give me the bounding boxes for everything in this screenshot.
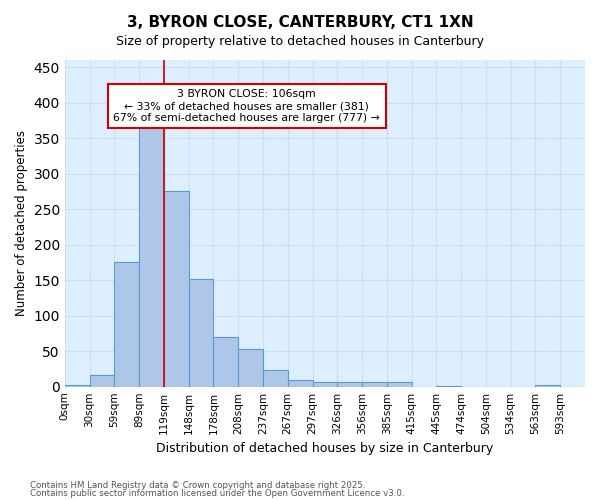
Bar bbox=[214, 337, 238, 386]
Bar bbox=[188, 278, 214, 386]
Bar bbox=[115, 262, 139, 386]
Bar bbox=[263, 370, 288, 386]
Bar bbox=[313, 382, 337, 386]
Bar bbox=[139, 124, 164, 386]
Text: Contains public sector information licensed under the Open Government Licence v3: Contains public sector information licen… bbox=[30, 489, 404, 498]
Bar bbox=[362, 382, 387, 386]
Bar bbox=[238, 349, 263, 387]
Text: Size of property relative to detached houses in Canterbury: Size of property relative to detached ho… bbox=[116, 35, 484, 48]
Bar bbox=[89, 374, 115, 386]
Bar bbox=[387, 382, 412, 386]
Bar bbox=[164, 192, 188, 386]
Text: Contains HM Land Registry data © Crown copyright and database right 2025.: Contains HM Land Registry data © Crown c… bbox=[30, 480, 365, 490]
Text: 3, BYRON CLOSE, CANTERBURY, CT1 1XN: 3, BYRON CLOSE, CANTERBURY, CT1 1XN bbox=[127, 15, 473, 30]
Y-axis label: Number of detached properties: Number of detached properties bbox=[15, 130, 28, 316]
Bar bbox=[288, 380, 313, 386]
Bar bbox=[337, 382, 362, 386]
X-axis label: Distribution of detached houses by size in Canterbury: Distribution of detached houses by size … bbox=[156, 442, 494, 455]
Text: 3 BYRON CLOSE: 106sqm
← 33% of detached houses are smaller (381)
67% of semi-det: 3 BYRON CLOSE: 106sqm ← 33% of detached … bbox=[113, 90, 380, 122]
